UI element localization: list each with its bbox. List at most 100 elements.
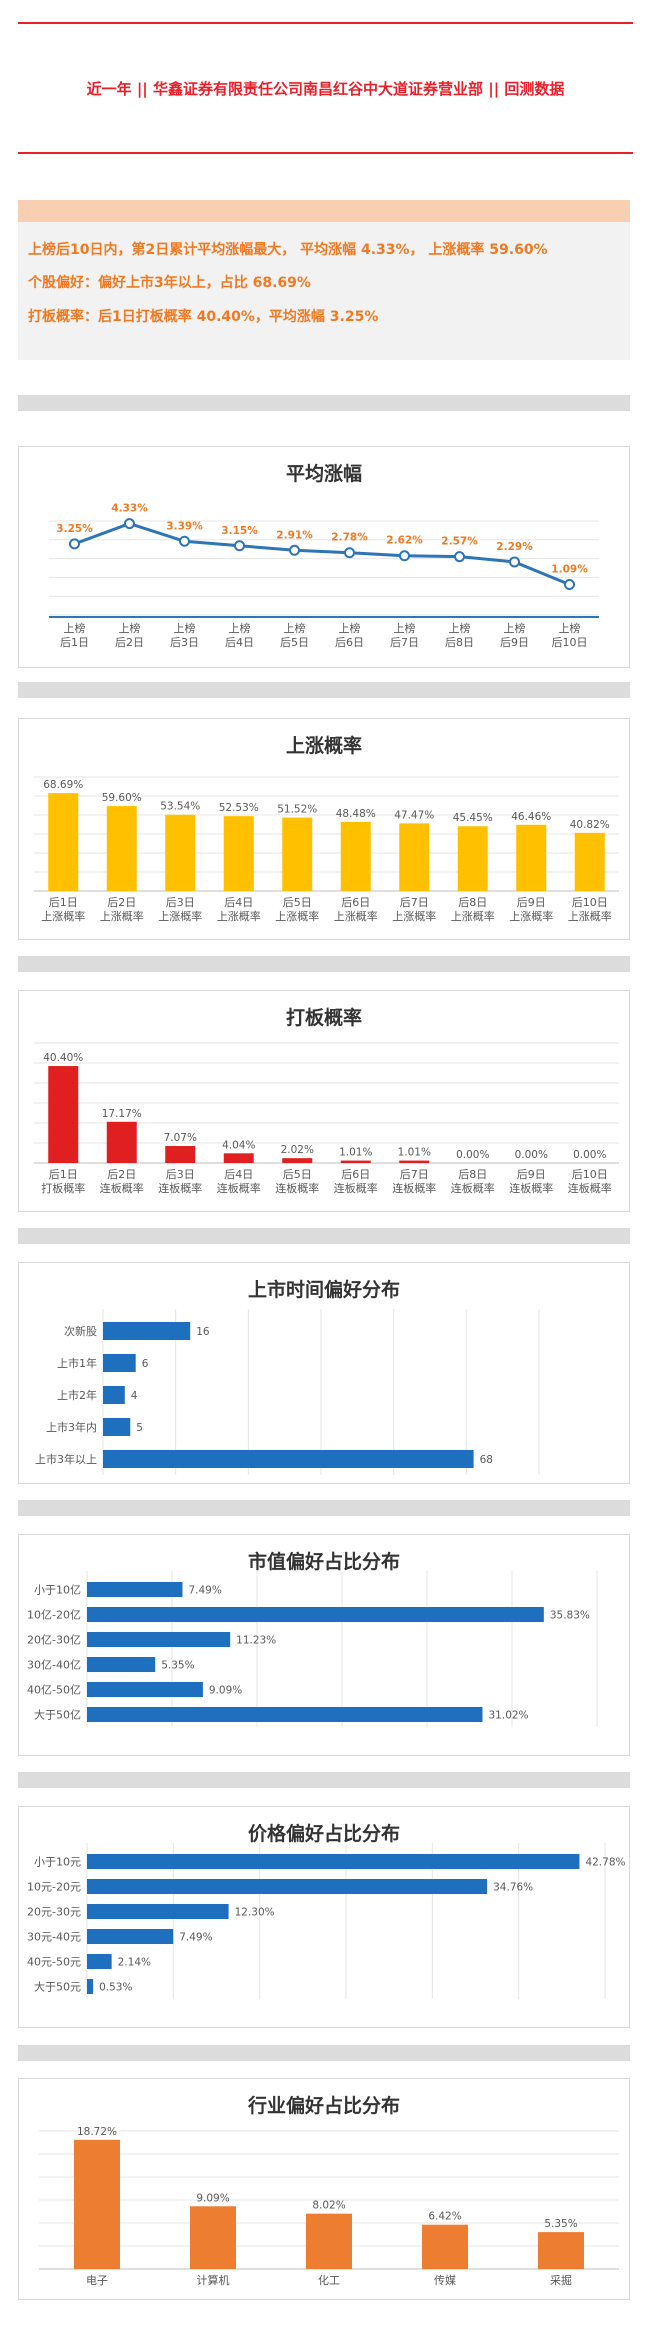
data-label: 2.29%	[496, 541, 533, 553]
category-label: 后9日	[517, 896, 546, 909]
bar	[48, 793, 79, 891]
category-label: 上涨概率	[334, 909, 378, 923]
data-label: 6.42%	[428, 2211, 461, 2223]
market-cap-hbar-chart: 小于10亿 7.49% 10亿-20亿 35.83% 20亿-30亿 11.23% 30亿-…	[27, 1571, 598, 1727]
data-label: 46.46%	[511, 811, 551, 823]
data-label: 68	[480, 1454, 493, 1466]
data-label: 4.33%	[111, 503, 148, 515]
data-label: 51.52%	[277, 804, 317, 816]
category-label: 计算机	[197, 2273, 230, 2287]
category-label: 后6日	[341, 1168, 370, 1181]
category-label: 打板概率	[41, 1181, 85, 1195]
data-label: 48.48%	[336, 808, 376, 820]
category-label: 连板概率	[217, 1181, 261, 1195]
data-label: 45.45%	[453, 812, 493, 824]
data-label: 5	[136, 1422, 143, 1434]
separator-bar	[18, 1772, 630, 1788]
page-title: 近一年 || 华鑫证券有限责任公司南昌红谷中大道证券营业部 || 回测数据	[86, 80, 565, 98]
limit-up-chart-panel: 打板概率 40.40% 后1日 打板概率 17.17% 后2日 连板概率 7.07% 后3日连…	[18, 990, 630, 1212]
bar	[103, 1354, 136, 1372]
data-label: 40.82%	[570, 819, 610, 831]
bar	[87, 1682, 203, 1697]
listing-time-chart-panel: 上市时间偏好分布 次新股 16 上市1年 6 上市2年 4 上市3年内 5 上市3年以上 68	[18, 1262, 630, 1484]
category-label: 后5日	[283, 896, 312, 909]
data-label: 0.00%	[515, 1149, 548, 1161]
bar	[223, 816, 254, 891]
bar	[574, 832, 605, 891]
category-label: 连板概率	[392, 1181, 436, 1195]
category-label: 上榜	[339, 621, 361, 635]
category-label: 上榜	[504, 621, 526, 635]
data-label: 4	[131, 1390, 138, 1402]
category-label: 上涨概率	[392, 909, 436, 923]
summary-box: 上榜后10日内，第2日累计平均涨幅最大， 平均涨幅 4.33%， 上涨概率 59…	[18, 200, 630, 360]
summary-line-1: 上榜后10日内，第2日累计平均涨幅最大， 平均涨幅 4.33%， 上涨概率 59…	[28, 242, 548, 258]
category-label: 40亿-50亿	[27, 1684, 81, 1697]
category-label: 后4日	[225, 636, 254, 649]
category-label: 传媒	[434, 2274, 456, 2287]
category-label: 上榜	[394, 621, 416, 635]
avg-gain-chart-panel: 平均涨幅 3.25% 上榜 后1日 4.33% 上榜 后2日 3.39% 上榜 后3日 3.15%…	[18, 446, 630, 668]
bar	[87, 1854, 580, 1869]
category-label: 后5日	[283, 1168, 312, 1181]
category-label: 后10日	[552, 636, 588, 649]
bar	[103, 1386, 125, 1404]
bar	[422, 2224, 468, 2269]
data-label: 9.09%	[196, 2192, 229, 2204]
category-label: 10亿-20亿	[27, 1609, 81, 1622]
chart-title: 价格偏好占比分布	[247, 1823, 400, 1845]
data-label: 68.69%	[43, 779, 83, 791]
category-label: 上市1年	[57, 1356, 97, 1370]
bar	[87, 1632, 231, 1647]
listing-time-hbar-chart: 次新股 16 上市1年 6 上市2年 4 上市3年内 5 上市3年以上 68	[35, 1309, 540, 1475]
data-label: 9.09%	[209, 1685, 242, 1697]
category-label: 连板概率	[158, 1181, 202, 1195]
category-label: 上榜	[64, 621, 86, 635]
chart-title: 上涨概率	[285, 735, 362, 757]
bar	[306, 2213, 352, 2269]
chart-title: 上市时间偏好分布	[247, 1279, 400, 1301]
category-label: 上市3年内	[46, 1420, 97, 1434]
category-label: 后1日	[49, 896, 78, 909]
category-label: 后3日	[170, 636, 199, 649]
data-point	[69, 538, 80, 550]
data-label: 59.60%	[102, 792, 142, 804]
bar	[165, 814, 196, 891]
data-label: 8.02%	[312, 2200, 345, 2212]
data-label: 6	[142, 1358, 149, 1370]
bar	[87, 1979, 94, 1994]
category-label: 连板概率	[275, 1181, 319, 1195]
category-label: 上涨概率	[509, 909, 553, 923]
data-label: 35.83%	[550, 1610, 590, 1622]
data-point	[179, 535, 190, 547]
bar	[165, 1146, 196, 1163]
category-label: 上涨概率	[158, 909, 202, 923]
data-point	[399, 550, 410, 562]
data-label: 7.49%	[188, 1585, 221, 1597]
data-label: 2.91%	[276, 529, 313, 541]
industry-bar-chart: 18.72% 电子 9.09% 计算机 8.02% 化工 6.42% 传媒 5.35% 采掘	[39, 2126, 619, 2287]
data-label: 2.78%	[331, 532, 368, 544]
category-label: 上涨概率	[217, 909, 261, 923]
data-label: 1.09%	[551, 564, 588, 576]
category-label: 上榜	[229, 621, 251, 635]
separator-bar	[18, 395, 630, 411]
price-hbar-chart: 小于10元 42.78% 10元-20元 34.76% 20元-30元 12.30% 30元…	[27, 1843, 626, 1999]
data-label: 47.47%	[394, 809, 434, 821]
category-label: 后7日	[400, 896, 429, 909]
data-label: 12.30%	[235, 1907, 275, 1919]
category-label: 上涨概率	[41, 909, 85, 923]
category-label: 后6日	[341, 896, 370, 909]
data-label: 7.49%	[179, 1932, 212, 1944]
category-label: 后1日	[60, 636, 89, 649]
bar	[282, 817, 313, 891]
bar	[399, 1160, 430, 1163]
bar	[103, 1322, 191, 1340]
category-label: 上榜	[174, 621, 196, 635]
header-top-rule	[18, 22, 633, 24]
category-label: 10元-20元	[27, 1881, 81, 1894]
category-label: 40元-50元	[27, 1956, 81, 1969]
data-label: 40.40%	[43, 1052, 83, 1064]
